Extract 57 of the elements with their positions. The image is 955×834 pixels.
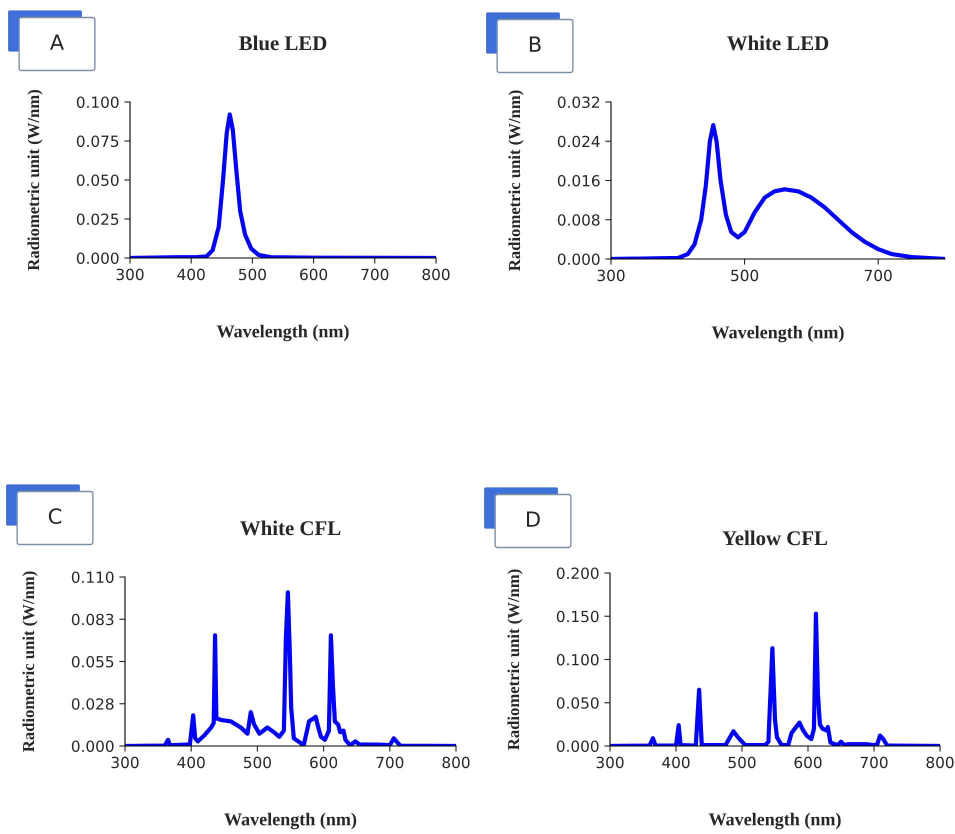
x-tick-label: 500	[728, 756, 756, 768]
x-tick-label: 400	[177, 756, 205, 768]
y-tick-label: 0.000	[76, 252, 119, 264]
y-tick-label: 0.100	[556, 654, 599, 666]
x-tick-label: 300	[112, 756, 139, 768]
x-tick-label: 400	[662, 756, 690, 768]
text: B	[530, 36, 541, 52]
y-tick-label: 0.024	[558, 136, 600, 148]
x-tick-label: 500	[239, 268, 266, 280]
y-tick-label: 0.016	[558, 174, 600, 187]
x-tick-label: 600	[300, 268, 328, 280]
x-tick-label: 700	[864, 270, 892, 282]
y-tick-label: 0.025	[76, 213, 118, 226]
chart-title: Blue LED	[239, 36, 326, 50]
x-axis-title: Wavelength (nm)	[708, 812, 841, 830]
y-tick-label: 0.000	[558, 253, 600, 266]
y-tick-label: 0.100	[76, 96, 119, 108]
x-tick-label: 400	[177, 268, 205, 280]
x-tick-label: 500	[244, 756, 271, 768]
x-tick-label: 800	[442, 756, 470, 768]
x-tick-label: 700	[376, 756, 404, 768]
chart-title: White CFL	[240, 520, 340, 536]
y-axis-title: Radiometric unit (W/nm)	[22, 572, 38, 752]
x-axis-title: Wavelength (nm)	[224, 812, 356, 830]
x-tick-label: 300	[598, 270, 625, 282]
y-tick-label: 0.032	[558, 96, 600, 108]
text: D	[527, 512, 540, 527]
y-axis-title: Radiometric unit (W/nm)	[27, 90, 43, 270]
y-tick-label: 0.028	[72, 698, 114, 710]
y-tick-label: 0.000	[72, 740, 114, 752]
x-tick-label: 300	[596, 756, 624, 768]
text: A	[50, 34, 64, 50]
y-tick-label: 0.110	[72, 571, 114, 584]
x-tick-label: 300	[116, 268, 144, 280]
x-tick-label: 700	[860, 756, 888, 768]
y-axis-title: Radiometric unit (W/nm)	[507, 570, 523, 750]
x-axis-title: Wavelength (nm)	[712, 326, 844, 342]
y-tick-label: 0.055	[72, 656, 114, 668]
y-tick-label: 0.050	[556, 697, 599, 709]
y-tick-label: 0.050	[76, 174, 119, 186]
y-tick-label: 0.000	[556, 740, 599, 752]
x-axis-title: Wavelength (nm)	[216, 324, 349, 342]
text: C	[48, 508, 62, 524]
x-tick-label: 800	[926, 756, 954, 768]
x-tick-label: 600	[310, 756, 338, 768]
x-tick-label: 800	[422, 268, 450, 280]
chart-title: White LED	[727, 36, 828, 50]
x-tick-label: 500	[731, 270, 758, 282]
y-axis-title: Radiometric unit (W/nm)	[508, 90, 524, 271]
y-tick-label: 0.008	[558, 214, 600, 226]
y-tick-label: 0.150	[556, 610, 599, 622]
y-tick-label: 0.075	[76, 135, 118, 148]
chart-title: Yellow CFL	[722, 530, 828, 546]
x-tick-label: 600	[794, 756, 822, 768]
y-tick-label: 0.200	[556, 567, 599, 580]
y-tick-label: 0.083	[72, 614, 114, 626]
x-tick-label: 700	[361, 268, 388, 280]
